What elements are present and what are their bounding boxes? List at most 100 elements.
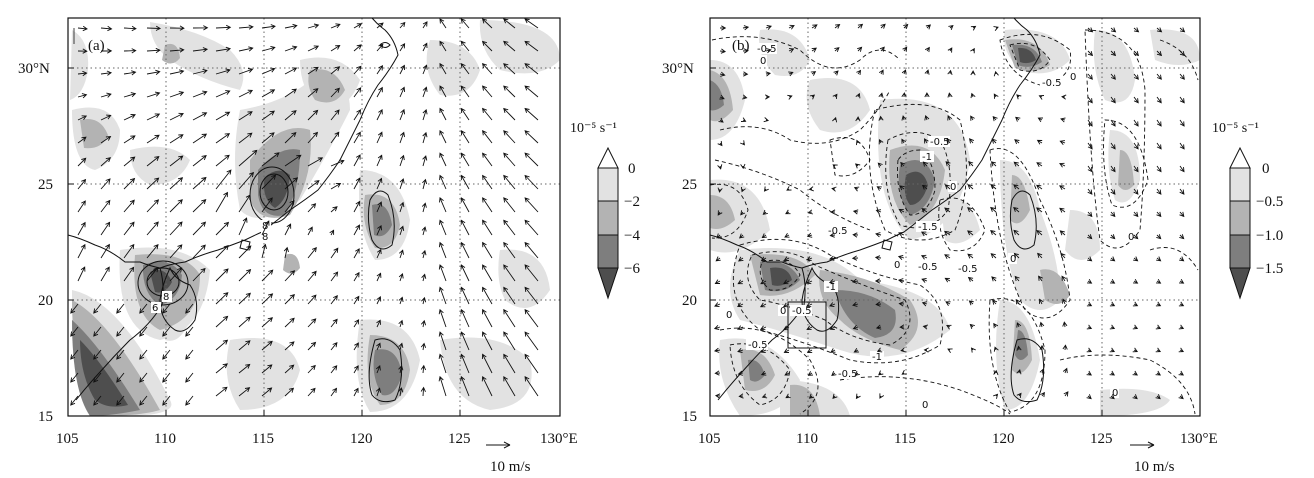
- wind-vector: [398, 319, 404, 328]
- wind-vector: [123, 199, 135, 213]
- wind-vector: [77, 178, 87, 190]
- wind-vector: [460, 286, 470, 305]
- wind-vector: [123, 177, 136, 190]
- wind-vector: [878, 92, 884, 98]
- wind-vector: [719, 94, 725, 100]
- panel-a-wind-vectors: [70, 18, 539, 406]
- wind-vector: [716, 233, 722, 239]
- y-tick-label: 25: [38, 177, 53, 193]
- wind-vector: [192, 199, 207, 213]
- wind-vector: [169, 91, 185, 98]
- analysis-box: [787, 301, 827, 349]
- colorbar-label: −2: [624, 194, 640, 210]
- wind-vector: [1156, 50, 1163, 57]
- contour-label: -0.5: [838, 369, 858, 380]
- wind-vector: [878, 370, 884, 376]
- wind-vector: [398, 387, 404, 397]
- x-tick-label: 110: [796, 431, 818, 447]
- x-tick-label: 105: [56, 431, 79, 447]
- wind-vector: [831, 186, 837, 192]
- wind-vector: [1133, 119, 1139, 127]
- wind-vector: [284, 154, 302, 167]
- wind-vector: [1156, 188, 1162, 195]
- wind-vector: [1155, 347, 1162, 353]
- wind-vector: [834, 47, 840, 53]
- wind-vector: [875, 209, 882, 215]
- wind-vector: [330, 66, 341, 75]
- wind-vector: [330, 387, 338, 397]
- contour-label: -0.5: [792, 306, 812, 317]
- wind-vector: [238, 245, 252, 259]
- wind-vector: [713, 324, 721, 330]
- wind-vector: [901, 92, 907, 98]
- wind-vector: [123, 70, 137, 76]
- wind-vector: [439, 107, 447, 121]
- wind-vector: [460, 331, 470, 351]
- wind-vector: [503, 331, 516, 351]
- wind-vector: [897, 255, 905, 261]
- wind-vector: [215, 339, 229, 351]
- wind-vector: [284, 341, 295, 351]
- wind-vector: [438, 264, 447, 282]
- wind-vector: [503, 375, 516, 397]
- wind-vector: [353, 23, 363, 29]
- wind-vector: [1178, 324, 1185, 330]
- wind-vector: [1039, 298, 1044, 305]
- wind-vector: [1016, 368, 1022, 375]
- wind-vector: [284, 45, 298, 52]
- wind-vector: [830, 348, 836, 353]
- wind-vector: [832, 93, 838, 99]
- wind-vector: [944, 207, 951, 213]
- wind-vector: [874, 255, 882, 261]
- wind-vector: [1016, 94, 1022, 100]
- x-tick-label: 130°E: [540, 431, 578, 447]
- wind-vector: [481, 63, 493, 75]
- wind-vector: [740, 140, 745, 146]
- wind-vector: [353, 109, 362, 121]
- wind-vector: [875, 232, 882, 238]
- x-tick-label: 105: [698, 431, 721, 447]
- wind-vector: [353, 365, 359, 374]
- wind-vector: [760, 348, 767, 353]
- wind-vector: [238, 132, 253, 144]
- wind-vector: [238, 217, 248, 236]
- wind-vector: [439, 219, 447, 236]
- wind-vector: [922, 324, 929, 330]
- wind-vector: [524, 40, 539, 52]
- wind-vector: [944, 277, 951, 283]
- wind-vector: [261, 89, 276, 98]
- wind-vector: [1086, 394, 1092, 400]
- wind-vector: [420, 386, 426, 397]
- wind-vector: [1110, 50, 1117, 57]
- wind-vector: [524, 63, 539, 75]
- panel-a-colorbar-unit: 10⁻⁵ s⁻¹: [570, 121, 617, 136]
- wind-vector: [1062, 344, 1068, 351]
- wind-vector: [719, 71, 726, 77]
- wind-vector: [808, 393, 815, 399]
- wind-vector: [1133, 256, 1139, 262]
- wind-vector: [1178, 278, 1185, 284]
- wind-vector: [460, 130, 470, 144]
- wind-vector: [330, 318, 338, 328]
- wind-vector: [376, 272, 382, 282]
- wind-vector: [783, 348, 790, 353]
- wind-vector: [855, 393, 861, 400]
- wind-vector: [524, 264, 539, 282]
- wind-vector: [717, 210, 723, 216]
- wind-vector: [482, 286, 493, 305]
- wind-vector: [439, 152, 447, 167]
- contour-label: 0: [950, 182, 956, 193]
- wind-vector: [421, 226, 427, 236]
- contour-label: -0.5: [930, 137, 950, 148]
- wind-vector: [185, 303, 194, 314]
- panel-b-gridlines: [710, 18, 1200, 416]
- wind-vector: [215, 292, 229, 305]
- wind-vector: [438, 375, 447, 397]
- wind-vector: [1087, 234, 1093, 240]
- wind-vector: [765, 25, 772, 30]
- wind-vector: [330, 87, 340, 98]
- wind-vector: [261, 340, 273, 351]
- wind-vector: [1086, 324, 1093, 330]
- wind-vector: [1109, 278, 1116, 284]
- wind-vector: [717, 140, 723, 147]
